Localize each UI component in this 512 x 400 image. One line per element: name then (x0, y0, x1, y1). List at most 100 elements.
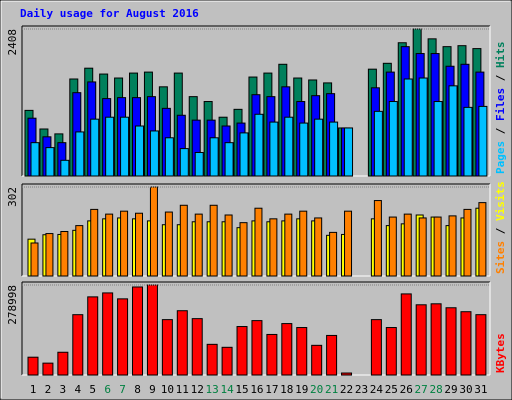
bar (30, 242, 39, 277)
bar (373, 110, 383, 177)
x-tick-label: 19 (295, 383, 308, 396)
x-tick-label: 30 (459, 383, 472, 396)
bar (329, 231, 338, 277)
bar (209, 137, 219, 177)
x-tick-label: 5 (89, 383, 96, 396)
bar (463, 106, 473, 177)
x-tick-label: 17 (265, 383, 278, 396)
bar (105, 213, 114, 277)
bar (418, 77, 428, 177)
bar (266, 333, 278, 376)
bar (430, 303, 442, 376)
legend-entry: KBytes (494, 333, 507, 373)
bar (296, 327, 308, 376)
bar (164, 137, 174, 177)
x-tick-label: 26 (400, 383, 413, 396)
bar (27, 356, 39, 376)
bar (146, 284, 158, 376)
x-tick-label: 18 (280, 383, 293, 396)
x-tick-label: 4 (74, 383, 81, 396)
bar (179, 148, 189, 177)
bar (418, 217, 427, 277)
legend-entry: Hits (494, 42, 507, 69)
bar (120, 210, 129, 277)
x-tick-label: 25 (385, 383, 398, 396)
x-tick-label: 28 (429, 383, 442, 396)
x-tick-label: 22 (340, 383, 353, 396)
y-tick-label: 302 (6, 187, 19, 207)
bar (475, 314, 487, 376)
y-tick-label: 278998 (6, 285, 19, 325)
x-tick-label: 1 (30, 383, 37, 396)
bar (344, 210, 353, 277)
bar (164, 211, 173, 277)
bar (239, 132, 249, 177)
bar (311, 344, 323, 376)
bar (269, 218, 278, 277)
bar (251, 320, 263, 376)
bar (45, 233, 54, 277)
bar (314, 217, 323, 277)
x-tick-label: 2 (45, 383, 52, 396)
bar (448, 85, 458, 177)
chart-title: Daily usage for August 2016 (20, 7, 199, 20)
legend: Sites / Visits (494, 181, 507, 274)
bar (149, 130, 159, 177)
bar (87, 296, 99, 376)
bar (75, 131, 85, 177)
x-tick-label: 27 (415, 383, 428, 396)
bar (209, 204, 218, 277)
x-tick-label: 12 (191, 383, 204, 396)
bar (75, 225, 84, 277)
bar (281, 323, 293, 376)
bar (463, 208, 472, 277)
legend-entry: Sites (494, 241, 507, 274)
bar (284, 213, 293, 277)
bar (329, 121, 339, 177)
bar (45, 147, 55, 177)
bar (478, 202, 487, 277)
x-tick-label: 16 (250, 383, 263, 396)
bar (433, 216, 442, 277)
bar (224, 142, 234, 177)
bar (132, 286, 144, 376)
bar (341, 372, 353, 376)
bar (135, 212, 144, 277)
bar (314, 118, 324, 177)
bar (30, 142, 40, 177)
bar (57, 351, 69, 376)
x-tick-label: 23 (355, 383, 368, 396)
legend-entry: Pages (494, 141, 507, 174)
legend-entry: Visits (494, 181, 507, 221)
bar (179, 204, 188, 277)
x-tick-label: 29 (444, 383, 457, 396)
legend-separator: / (494, 221, 507, 241)
bar (221, 346, 233, 376)
bar (90, 118, 100, 177)
bar (299, 210, 308, 277)
bar (254, 113, 264, 177)
x-tick-label: 21 (325, 383, 338, 396)
bar (388, 216, 397, 277)
bar (403, 213, 412, 277)
x-tick-label: 20 (310, 383, 323, 396)
x-tick-label: 14 (220, 383, 234, 396)
bar (224, 214, 233, 277)
bar (206, 343, 218, 376)
bar (105, 116, 115, 177)
legend-separator: / (494, 68, 507, 88)
legend: KBytes (494, 333, 507, 373)
bar (370, 319, 382, 376)
bar (90, 208, 99, 277)
legend-entry: Files (494, 88, 507, 121)
x-tick-label: 6 (104, 383, 111, 396)
bar (445, 307, 457, 376)
x-tick-label: 3 (60, 383, 67, 396)
bar (254, 207, 263, 277)
x-tick-label: 8 (134, 383, 141, 396)
bar (478, 105, 488, 177)
bar (269, 121, 279, 177)
legend-separator: / (494, 121, 507, 141)
